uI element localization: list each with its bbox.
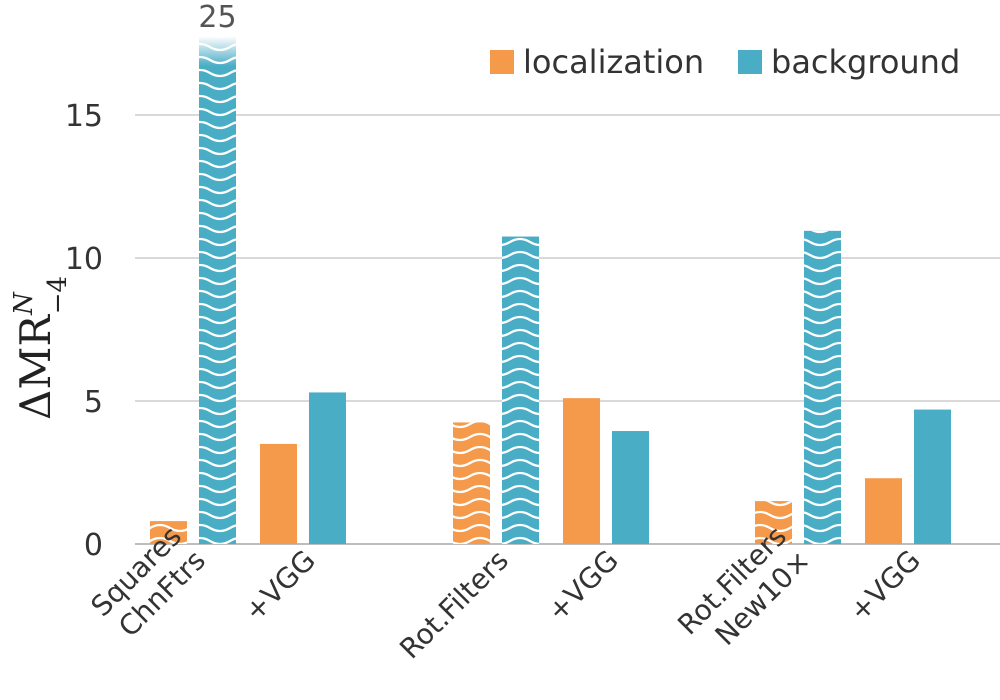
background-bar-hatch [804, 230, 841, 544]
localization-bar [260, 443, 297, 544]
y-tick-labels: 0 5 10 15 [65, 99, 103, 563]
legend: localization background [490, 43, 960, 81]
category-label: +VGG [238, 544, 322, 628]
category-label-line: +VGG [541, 544, 625, 628]
y-tick-label: 5 [84, 385, 103, 420]
localization-bar-hatch [755, 501, 792, 544]
bars: 25 [150, 0, 951, 545]
background-value-label: 25 [198, 0, 236, 35]
y-axis-label-text: ΔMRN −4 [9, 276, 73, 420]
y-tick-label: 0 [84, 528, 103, 563]
category-label: +VGG [541, 544, 625, 628]
y-label-sup: N [9, 291, 39, 316]
category-label: +VGG [843, 544, 927, 628]
localization-bar [563, 398, 600, 544]
background-legend-swatch [738, 50, 762, 74]
localization-bar-hatch [453, 422, 490, 544]
category-label-line: Rot.Filters [393, 544, 515, 666]
background-bar [612, 431, 649, 544]
background-bar [309, 392, 346, 544]
y-label-base: ΔMR [11, 314, 60, 420]
localization-legend-label: localization [523, 43, 704, 81]
category-label: Rot.FiltersNew10× [671, 520, 817, 666]
category-label: SquaresChnFtrs [85, 520, 212, 647]
localization-legend-swatch [490, 50, 514, 74]
localization-bar-hatch [150, 521, 187, 544]
y-label-sub: −4 [43, 276, 73, 314]
y-tick-label: 10 [65, 242, 103, 277]
background-bar-hatch [199, 36, 236, 544]
background-bar [914, 409, 951, 544]
category-label-line: +VGG [843, 544, 927, 628]
localization-bar [865, 478, 902, 544]
background-legend-label: background [771, 43, 960, 81]
background-bar-hatch [502, 236, 539, 545]
category-label-line: +VGG [238, 544, 322, 628]
category-label: Rot.Filters [393, 544, 515, 666]
y-axis-label: ΔMRN −4 [9, 276, 73, 420]
y-tick-label: 15 [65, 99, 103, 134]
truncation-fade [199, 36, 236, 66]
